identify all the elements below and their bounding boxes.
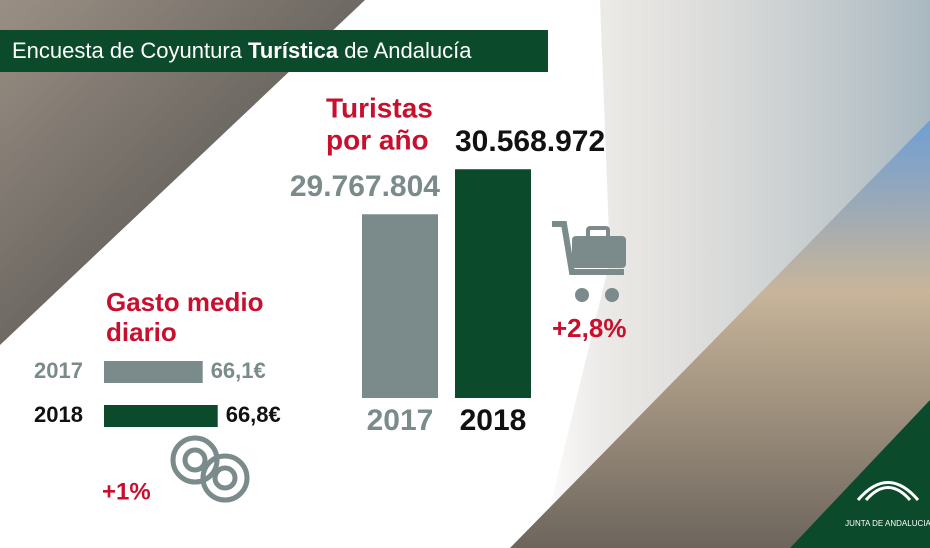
bar	[104, 361, 203, 383]
coins-icon	[170, 435, 250, 503]
value-label: 66,8€	[226, 402, 281, 427]
chart-title: por año	[326, 124, 429, 155]
logo-corner	[790, 400, 930, 548]
bar	[104, 405, 218, 427]
title-part: Encuesta de Coyuntura	[12, 38, 248, 63]
value-label: 30.568.972	[455, 125, 605, 158]
photo-beach	[540, 0, 930, 548]
photo-street	[0, 0, 365, 345]
title-bar	[0, 30, 548, 72]
chart-title: Gasto medio	[106, 287, 263, 317]
value-label: 66,1€	[211, 358, 266, 383]
category-label: 2017	[34, 358, 83, 383]
category-label: 2017	[367, 404, 434, 437]
title-part: de Andalucía	[338, 38, 472, 63]
value-label: 29.767.804	[290, 170, 440, 203]
chart-title: Turistas	[326, 92, 433, 123]
logo-text: JUNTA DE ANDALUCIA	[845, 519, 930, 528]
annotation: +1%	[102, 478, 151, 505]
category-label: 2018	[460, 404, 527, 437]
annotation: +2,8%	[552, 313, 626, 343]
cart-icon	[552, 221, 626, 302]
title-part: Turística	[248, 38, 339, 63]
title: Encuesta de Coyuntura Turística de Andal…	[12, 38, 472, 63]
chart-title: diario	[106, 317, 177, 347]
bar	[455, 169, 531, 398]
bar	[362, 214, 438, 398]
photo-seville	[510, 120, 930, 548]
category-label: 2018	[34, 402, 83, 427]
logo-icon	[856, 481, 920, 502]
